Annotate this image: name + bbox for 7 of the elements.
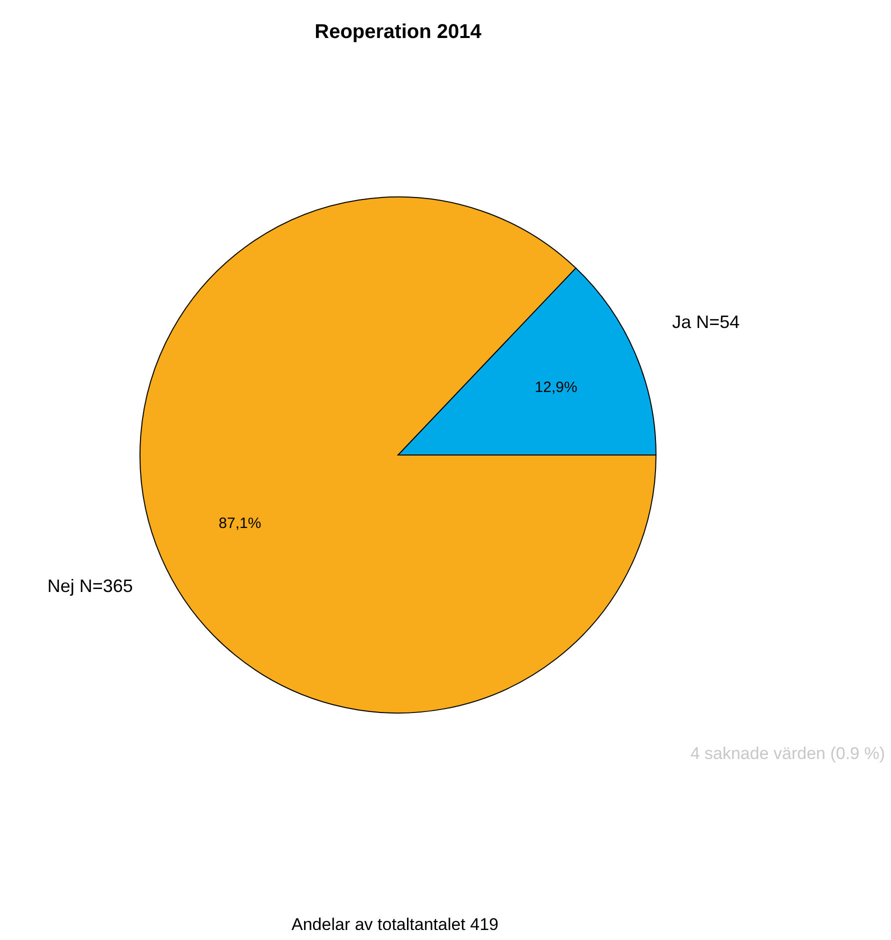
text: Andelar av totaltantalet 419 [292, 915, 498, 934]
pie-slice [140, 196, 656, 714]
slice-label: Nej N=365 [47, 576, 133, 596]
chart-title: Reoperation 2014 [314, 21, 482, 43]
data-label: 87,1% [218, 514, 262, 532]
slice-label: Ja N=54 [672, 312, 740, 332]
data-label: 12,9% [534, 379, 578, 396]
